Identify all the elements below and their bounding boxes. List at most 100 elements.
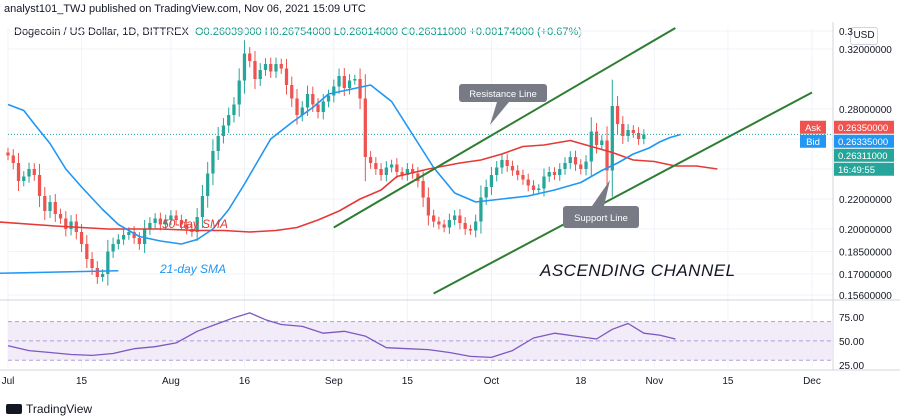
candle-body (389, 164, 394, 168)
candle-body (531, 185, 536, 190)
price-tag-value: 0.26311000 (838, 151, 888, 162)
candle-body (395, 164, 399, 172)
time-tick-label: 18 (575, 376, 587, 387)
time-tick-label: 15 (402, 376, 414, 387)
candle-body (237, 80, 241, 105)
candle-body (579, 164, 583, 169)
candle-body (468, 229, 473, 231)
candle-body (290, 85, 294, 99)
candle-body (274, 64, 278, 72)
price-tick-label: 0.3 (839, 27, 853, 38)
candle-body (200, 196, 205, 217)
candle-body (542, 176, 546, 189)
candle-body (347, 80, 352, 88)
candle-body (137, 238, 141, 244)
candle-body (185, 224, 189, 229)
sma21-level-line (0, 269, 119, 274)
candle-body (95, 268, 99, 277)
rsi-line (7, 312, 676, 359)
time-tick-label: 15 (722, 376, 734, 387)
time-tick-label: Aug (162, 376, 180, 387)
candle-body (421, 181, 425, 198)
candle-body (358, 79, 362, 99)
candle-body (500, 160, 504, 168)
ohlc-readout: O0.26039000 H0.26754000 L0.26014000 C0.2… (194, 26, 582, 38)
sma21-line (7, 84, 681, 245)
candle-body (64, 218, 68, 229)
candle-body (269, 64, 273, 72)
price-tick-label: 0.32000000 (839, 45, 892, 56)
price-tag-value: 16:49:55 (838, 165, 875, 176)
candle-body (552, 172, 557, 175)
candle-body (227, 115, 231, 126)
price-tag-value: 0.26350000 (838, 123, 888, 134)
time-tick-label: 15 (76, 376, 88, 387)
price-tag-bg (834, 162, 894, 176)
price-tick-label: 0.22000000 (839, 195, 892, 206)
candle-body (432, 215, 436, 222)
candle-body (563, 163, 567, 169)
candle-body (326, 95, 331, 102)
candle-body (510, 166, 515, 171)
candle-body (410, 169, 415, 174)
support-callout-box (563, 206, 639, 228)
candle-body (558, 169, 562, 175)
candle-body (142, 229, 147, 244)
candle-body (295, 98, 299, 115)
candle-body (374, 163, 378, 169)
sma21-label: 21-day SMA (159, 262, 226, 276)
candle-body (43, 196, 47, 211)
candle-body (127, 232, 131, 235)
candle-body (505, 160, 509, 166)
candle-body (85, 244, 89, 259)
price-tag-bg (834, 134, 894, 148)
candle-body (526, 179, 530, 186)
footer: TradingView (6, 402, 92, 416)
candle-body (600, 140, 604, 145)
candle-body (342, 76, 346, 88)
candle-body (132, 232, 136, 238)
candle-body (16, 163, 21, 181)
candle-body (332, 86, 336, 96)
candle-body (195, 217, 199, 232)
candle-body (279, 64, 283, 69)
symbol-label[interactable]: Dogecoin / US Dollar, 1D, BITTREX (14, 26, 189, 38)
candle-body (37, 175, 42, 196)
candle-body (79, 232, 84, 244)
price-tag-bg (834, 120, 894, 134)
candle-body (111, 244, 115, 252)
candle-body (300, 107, 304, 115)
candle-body (116, 239, 120, 244)
resistance-callout-text: Resistance Line (469, 89, 537, 100)
price-tick-label: 0.28000000 (839, 105, 892, 116)
price-tag-value: 0.26335000 (838, 137, 888, 148)
price-tag-label-bg (800, 134, 826, 148)
candle-body (48, 202, 52, 211)
price-tick-label: 0.17000000 (839, 270, 892, 281)
currency-chip[interactable]: USD (850, 27, 878, 45)
time-tick-label: Jul (2, 376, 15, 387)
candle-body (179, 220, 184, 225)
candle-body (489, 175, 494, 187)
candle-body (437, 221, 441, 225)
candle-body (321, 101, 325, 112)
candle-body (642, 134, 646, 139)
candle-body (106, 251, 110, 274)
candle-body (484, 187, 488, 198)
support-callout-pointer (592, 180, 610, 206)
candle-body (22, 176, 26, 181)
candle-body (216, 136, 220, 151)
candle-body (537, 188, 541, 190)
price-tag-label-bg (800, 120, 826, 134)
candle-body (337, 76, 341, 87)
candle-body (311, 94, 315, 105)
time-tick-label: 16 (239, 376, 251, 387)
rsi-tick-label: 25.00 (839, 361, 864, 372)
candle-body (384, 167, 388, 175)
channel-upper-line (333, 27, 676, 229)
candle-body (495, 167, 499, 175)
candle-body (458, 215, 462, 223)
candle-body (442, 224, 446, 228)
candle-body (232, 104, 236, 115)
